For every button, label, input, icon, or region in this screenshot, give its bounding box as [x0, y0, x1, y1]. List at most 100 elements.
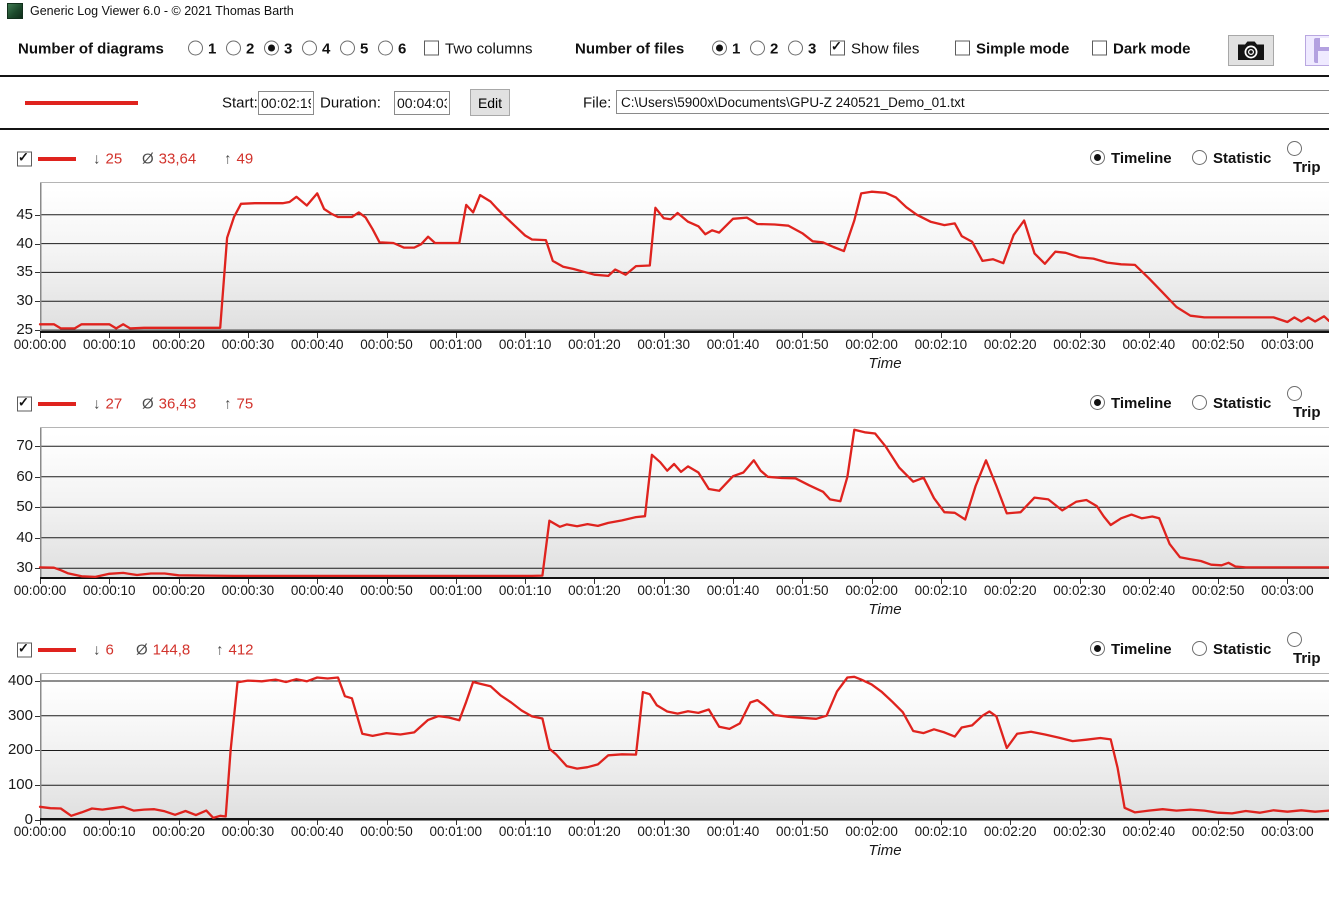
- start-time-input[interactable]: [258, 90, 314, 115]
- simple-mode-checkbox[interactable]: Simple mode: [955, 40, 1069, 57]
- statistic-radio[interactable]: Statistic: [1192, 641, 1271, 659]
- chart-1-header: ↓25 Ø33,64 ↑49 Timeline Statistic Trip: [0, 141, 1329, 177]
- x-axis-label: 00:00:50: [360, 583, 413, 598]
- show-files-checkbox[interactable]: Show files: [830, 38, 919, 57]
- radio-icon[interactable]: [1192, 150, 1207, 165]
- radio-icon-selected[interactable]: [1090, 395, 1105, 410]
- trip-radio[interactable]: Trip: [1287, 386, 1329, 422]
- y-axis-tick: [35, 820, 40, 821]
- min-arrow-icon: ↓: [93, 641, 101, 659]
- statistic-radio[interactable]: Statistic: [1192, 395, 1271, 413]
- diagrams-radio-2[interactable]: 2: [226, 40, 254, 57]
- x-axis-tick: [663, 333, 665, 338]
- checkbox-icon[interactable]: [424, 40, 439, 55]
- max-stat: ↑ 412: [216, 641, 254, 659]
- x-axis-tick: [178, 820, 180, 825]
- duration-input[interactable]: [394, 90, 450, 115]
- radio-icon[interactable]: [1287, 141, 1302, 156]
- diagrams-radio-1[interactable]: 1: [188, 40, 216, 57]
- x-axis-label: 00:00:20: [152, 824, 205, 839]
- x-axis-label: 00:02:30: [1053, 337, 1106, 352]
- x-axis-tick: [1218, 579, 1220, 584]
- line-chart: [38, 183, 1329, 333]
- x-axis-tick: [525, 820, 527, 825]
- x-axis-label: 00:00:00: [13, 583, 67, 598]
- series-enabled-checkbox[interactable]: [17, 395, 32, 412]
- x-axis-tick: [317, 820, 319, 825]
- radio-icon[interactable]: [750, 40, 765, 55]
- file-series-color-swatch: [25, 101, 138, 105]
- radio-icon[interactable]: [302, 40, 317, 55]
- y-axis-label: 0: [24, 811, 33, 828]
- x-axis-tick: [733, 333, 734, 338]
- radio-icon[interactable]: [1192, 641, 1207, 656]
- radio-icon-selected[interactable]: [712, 40, 727, 55]
- trip-radio[interactable]: Trip: [1287, 632, 1329, 668]
- radio-icon-selected[interactable]: [1090, 641, 1105, 656]
- radio-icon[interactable]: [226, 40, 241, 55]
- x-axis-tick: [871, 820, 873, 825]
- avg-stat: Ø 33,64: [142, 150, 197, 168]
- file-path-input[interactable]: [616, 90, 1329, 114]
- max-stat: ↑ 75: [224, 395, 254, 413]
- edit-button[interactable]: Edit: [470, 89, 510, 116]
- x-axis-label: 00:00:30: [221, 824, 275, 839]
- trip-radio[interactable]: Trip: [1287, 141, 1329, 177]
- x-axis-tick: [802, 820, 804, 825]
- y-axis-tick: [35, 680, 40, 682]
- timeline-radio[interactable]: Timeline: [1090, 395, 1172, 413]
- radio-icon[interactable]: [378, 40, 393, 55]
- x-axis-label: 00:02:40: [1122, 337, 1176, 352]
- save-button[interactable]: [1305, 35, 1329, 66]
- x-axis-tick: [1218, 820, 1220, 825]
- x-axis-label: 00:03:00: [1261, 337, 1314, 352]
- radio-icon-selected[interactable]: [1090, 150, 1105, 165]
- x-axis-tick: [594, 333, 596, 338]
- series-enabled-checkbox[interactable]: [17, 641, 32, 658]
- dark-mode-checkbox[interactable]: Dark mode: [1092, 40, 1191, 57]
- files-radio-1[interactable]: 1: [712, 40, 740, 57]
- x-axis-tick: [940, 333, 942, 338]
- radio-icon[interactable]: [340, 40, 355, 55]
- x-axis-tick: [109, 333, 111, 338]
- y-axis-tick: [35, 785, 40, 787]
- checkbox-icon[interactable]: [955, 40, 970, 55]
- radio-icon[interactable]: [788, 40, 803, 55]
- files-radio-2[interactable]: 2: [750, 40, 778, 57]
- chart-panel-1: ↓25 Ø33,64 ↑49 Timeline Statistic Trip 2…: [0, 130, 1329, 375]
- files-radio-3[interactable]: 3: [788, 40, 816, 57]
- y-axis-tick: [35, 507, 40, 509]
- diagrams-radio-5[interactable]: 5: [340, 40, 368, 57]
- checkbox-checked-icon[interactable]: [830, 38, 845, 55]
- radio-icon[interactable]: [188, 40, 203, 55]
- x-axis-label: 00:02:50: [1191, 337, 1245, 352]
- chart-1-plot-area[interactable]: 25 30 35 40 45: [16, 182, 1329, 338]
- radio-icon-selected[interactable]: [264, 40, 279, 55]
- checkbox-icon[interactable]: [1092, 40, 1107, 55]
- x-axis-tick: [109, 579, 111, 584]
- chart-2-plot-area[interactable]: 30 40 50 60 70: [16, 427, 1329, 584]
- diagrams-radio-4[interactable]: 4: [302, 40, 330, 57]
- timeline-radio[interactable]: Timeline: [1090, 150, 1172, 168]
- x-axis-tick: [109, 820, 111, 825]
- chart-2-header: ↓27 Ø36,43 ↑75 Timeline Statistic Trip: [0, 386, 1329, 422]
- y-axis-tick: [35, 750, 40, 752]
- diagrams-radio-6[interactable]: 6: [378, 40, 406, 57]
- screenshot-button[interactable]: [1228, 35, 1274, 66]
- statistic-radio[interactable]: Statistic: [1192, 150, 1271, 168]
- diagrams-radio-3[interactable]: 3: [264, 40, 292, 57]
- radio-icon[interactable]: [1192, 395, 1207, 410]
- x-axis-label: 00:01:00: [429, 583, 483, 598]
- series-enabled-checkbox[interactable]: [17, 150, 32, 167]
- x-axis-tick: [802, 333, 804, 338]
- x-axis-label: 00:00:00: [13, 337, 67, 352]
- radio-icon[interactable]: [1287, 632, 1302, 647]
- min-arrow-icon: ↓: [93, 395, 101, 413]
- two-columns-checkbox[interactable]: Two columns: [424, 40, 533, 57]
- chart-1-x-axis: 00:00:00 00:00:10 00:00:20 00:00:30 00:00:40…: [0, 335, 1329, 355]
- chart-3-plot-area[interactable]: 0 100 200 300 400: [8, 672, 1329, 828]
- timeline-radio[interactable]: Timeline: [1090, 641, 1172, 659]
- x-axis-tick: [247, 820, 249, 825]
- max-arrow-icon: ↑: [216, 641, 224, 659]
- radio-icon[interactable]: [1287, 386, 1302, 401]
